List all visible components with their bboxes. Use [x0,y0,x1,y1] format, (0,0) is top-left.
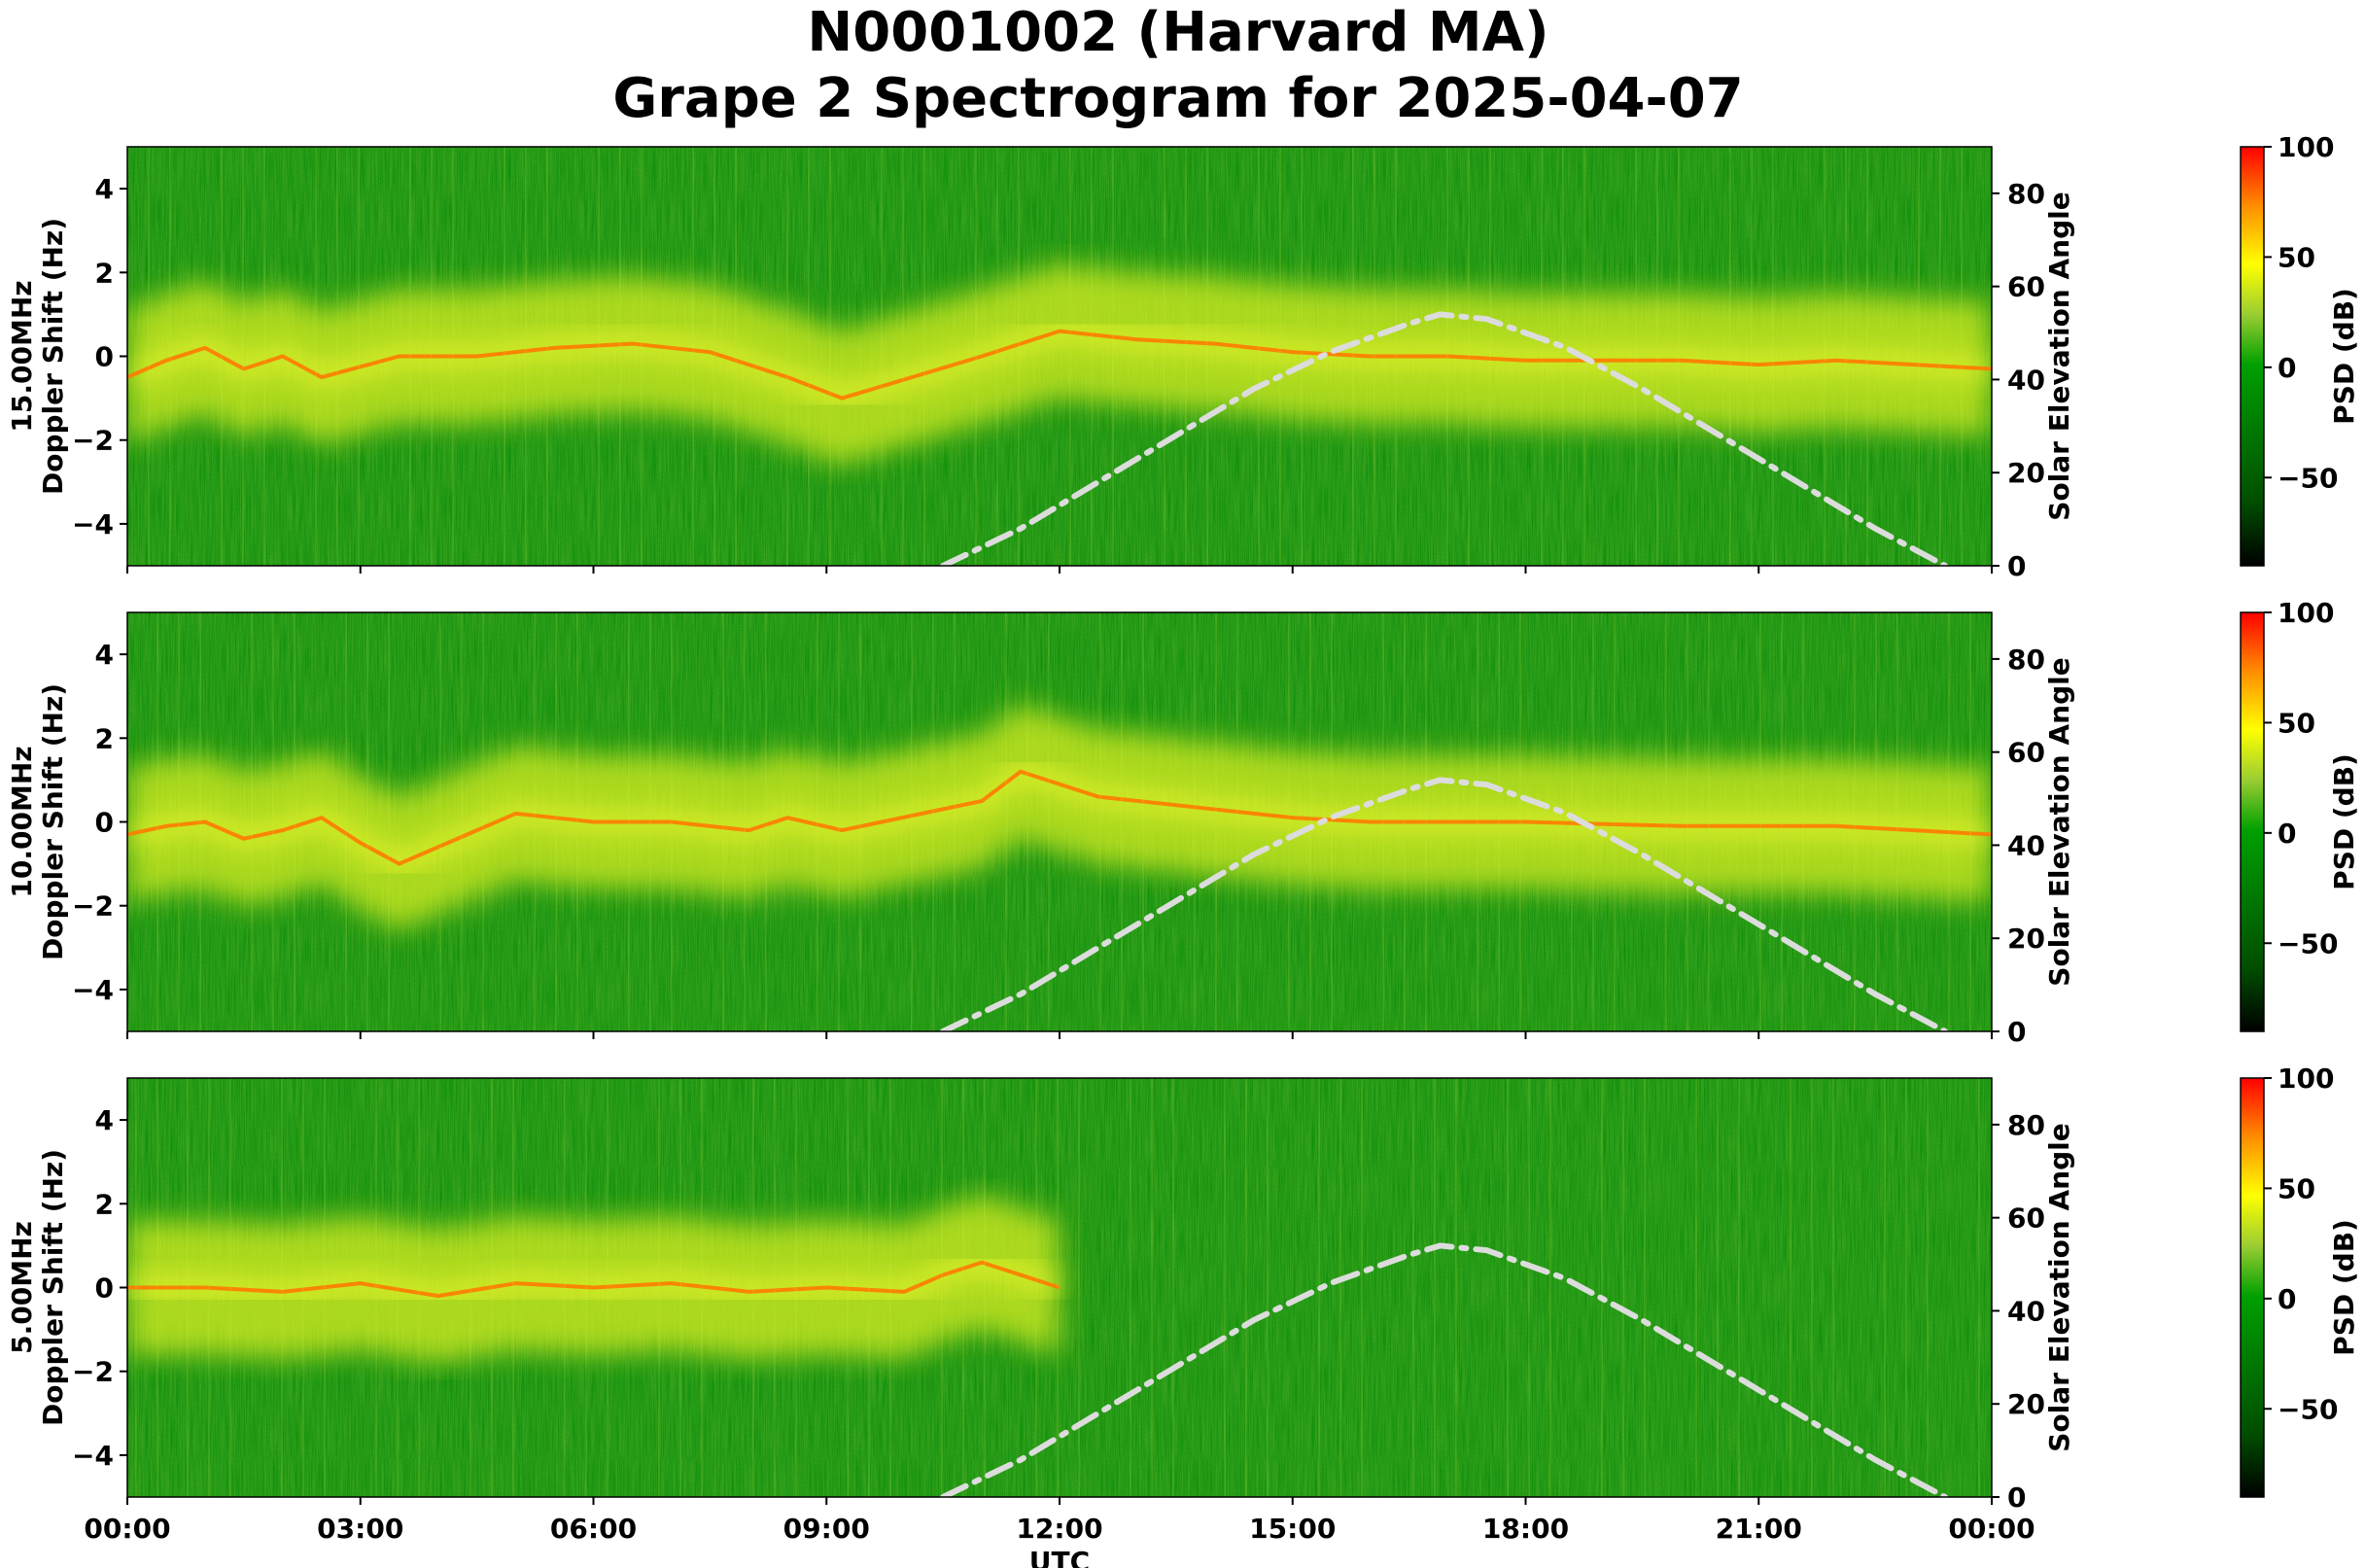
y-tick-label: −2 [72,890,114,923]
solar-elevation-curve [940,311,1949,566]
figure-title-line2: Grape 2 Spectrogram for 2025-04-07 [612,67,1743,130]
colorbar-tick-label: 50 [2278,1172,2315,1204]
signal-band [127,263,1992,466]
colorbar [2240,1077,2265,1498]
colorbar-tick-label: 0 [2278,352,2296,384]
colorbar [2240,611,2265,1032]
doppler-trace [127,1260,1061,1299]
colorbar-tick-label: 50 [2278,241,2315,273]
y-tick-label: 2 [95,1188,114,1220]
signal-band [127,704,1992,931]
colorbar-tick-label: −50 [2278,462,2338,494]
colorbar-tick-label: 100 [2278,597,2334,629]
x-tick-label: 09:00 [783,1513,870,1545]
colorbar-label: PSD (dB) [2328,1219,2360,1356]
y2-tick-label: 60 [2007,271,2045,303]
y2-axis-label: Solar Elevation Angle [2043,1123,2075,1451]
colorbar-tick-label: −50 [2278,927,2338,959]
y2-axis-label: Solar Elevation Angle [2043,192,2075,520]
doppler-trace [127,329,1992,401]
colorbar-tick-label: 50 [2278,707,2315,739]
colorbar-tick-label: 100 [2278,131,2334,163]
y-tick-label: −4 [72,1440,114,1472]
y-axis-label: Doppler Shift (Hz) [37,1149,69,1426]
x-axis-label: UTC [1029,1546,1090,1568]
y2-tick-label: 80 [2007,178,2045,210]
y2-tick-label: 60 [2007,737,2045,769]
y2-tick-label: 40 [2007,1295,2045,1327]
y-axis-label: Doppler Shift (Hz) [37,683,69,960]
x-tick-label: 03:00 [317,1513,403,1545]
x-tick-label: 00:00 [1948,1513,2035,1545]
x-tick-label: 06:00 [550,1513,637,1545]
y2-tick-label: 0 [2007,1481,2026,1514]
solar-elevation-curve [940,1242,1949,1497]
y2-tick-label: 80 [2007,644,2045,676]
y2-tick-label: 20 [2007,923,2045,955]
y2-tick-label: 40 [2007,829,2045,861]
y2-tick-label: 40 [2007,364,2045,396]
x-tick-label: 21:00 [1716,1513,1802,1545]
y2-tick-label: 0 [2007,550,2026,582]
y-tick-label: 4 [95,173,114,205]
y-tick-label: −4 [72,508,114,540]
y-tick-label: 4 [95,1104,114,1136]
y-tick-label: 4 [95,639,114,671]
y2-tick-label: 60 [2007,1202,2045,1235]
y2-tick-label: 20 [2007,457,2045,489]
x-tick-label: 00:00 [84,1513,170,1545]
y-tick-label: −2 [72,1356,114,1388]
y-tick-label: −4 [72,974,114,1006]
y2-tick-label: 0 [2007,1016,2026,1048]
x-tick-label: 18:00 [1482,1513,1569,1545]
y-tick-label: 0 [95,341,114,373]
solar-elevation-curve [940,777,1949,1031]
y-axis-label: Doppler Shift (Hz) [37,218,69,495]
colorbar-tick-label: 100 [2278,1063,2334,1095]
colorbar-label: PSD (dB) [2328,753,2360,890]
y2-tick-label: 20 [2007,1388,2045,1420]
panel-frequency-label: 5.00MHz [6,1221,38,1354]
doppler-trace [127,769,1992,866]
y-tick-label: −2 [72,425,114,457]
figure-title-line1: N0001002 (Harvard MA) [807,1,1548,64]
spectrogram-image [127,1078,1992,1497]
spectrogram-image [127,147,1992,566]
y-tick-label: 0 [95,1272,114,1305]
y-tick-label: 2 [95,722,114,754]
y2-axis-label: Solar Elevation Angle [2043,657,2075,986]
y2-tick-label: 80 [2007,1109,2045,1141]
x-tick-label: 12:00 [1016,1513,1102,1545]
colorbar-label: PSD (dB) [2328,288,2360,425]
colorbar-tick-label: −50 [2278,1393,2338,1425]
y-tick-label: 2 [95,257,114,289]
panel-frequency-label: 15.00MHz [6,280,38,432]
panel-frequency-label: 10.00MHz [6,746,38,897]
colorbar [2240,146,2265,567]
signal-band [127,1195,1060,1364]
colorbar-tick-label: 0 [2278,1283,2296,1315]
x-tick-label: 15:00 [1249,1513,1336,1545]
y-tick-label: 0 [95,807,114,839]
spectrogram-image [127,612,1992,1031]
colorbar-tick-label: 0 [2278,818,2296,850]
